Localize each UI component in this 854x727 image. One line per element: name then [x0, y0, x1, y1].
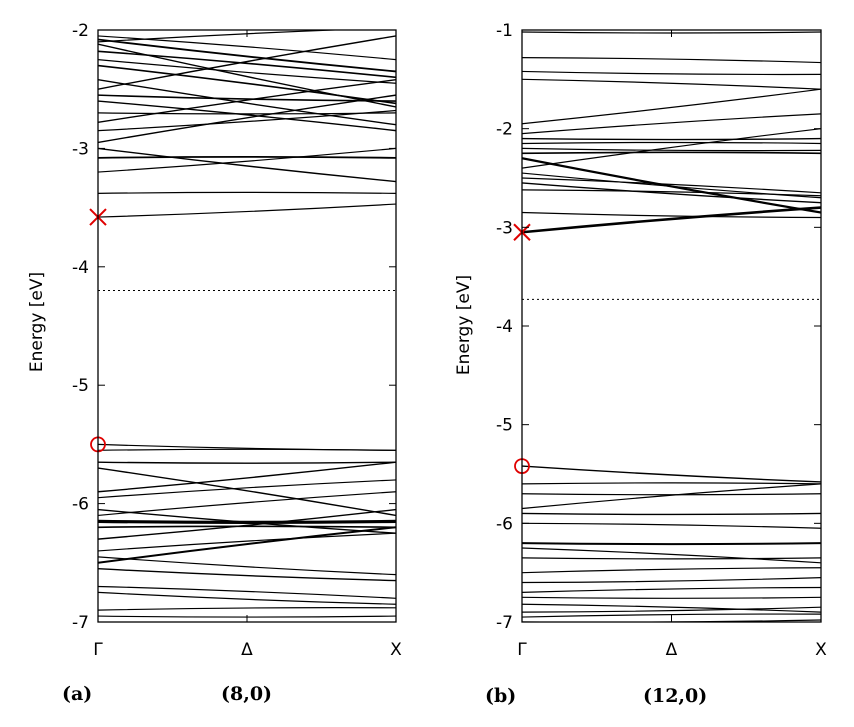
panel-a-ytick-label-5: -7: [72, 613, 89, 633]
panel-a-band-30: [98, 508, 396, 540]
panel-a-ytick-label-1: -3: [72, 139, 89, 159]
panel-b-band-31: [522, 603, 821, 613]
panel-a-band-3: [98, 155, 396, 159]
panel-b-band-30: [522, 596, 821, 599]
panel-b-label: (b): [485, 685, 516, 707]
panel-b-band-4: [522, 88, 821, 125]
panel-b-band-26: [522, 557, 821, 560]
panel-b-band-33: [522, 613, 821, 618]
panel-a: -2 -3 -4 -5 -6 -7Γ Δ X Energy [eV] (a) (8,0): [27, 21, 402, 705]
panel-a-label: (a): [62, 683, 92, 705]
panel-a-band-1: [98, 191, 396, 194]
panel-a-xtick-label-0: Γ: [93, 640, 103, 660]
panel-b-ytick-label-2: -3: [496, 218, 513, 238]
panel-a-band-24: [98, 461, 396, 493]
panel-b-band-6: [522, 137, 821, 141]
panel-a-ticks: -2 -3 -4 -5 -6 -7Γ Δ X: [72, 21, 402, 660]
panel-b-band-22: [522, 512, 821, 516]
panel-b-xtick-label-2: X: [815, 640, 827, 660]
panel-a-band-34: [98, 568, 396, 582]
panel-b-band-14: [522, 182, 821, 204]
panel-a-band-28: [98, 519, 396, 524]
panel-b-band-18: [522, 465, 821, 483]
panel-b-ytick-label-3: -4: [496, 317, 513, 337]
panel-a-band-4: [98, 147, 396, 183]
panel-b-caption: (12,0): [643, 685, 707, 707]
panel-a-band-9: [98, 100, 396, 132]
panel-b-band-27: [522, 567, 821, 574]
panel-a-band-0: [98, 203, 396, 218]
panel-a-caption: (8,0): [221, 683, 272, 705]
panel-b-ticks: -1 -2 -3 -4 -5 -6 -7Γ Δ X: [496, 21, 827, 660]
panel-a-band-13: [98, 64, 396, 105]
panel-a-bands: [98, 30, 396, 618]
panel-b-ylabel: Energy [eV]: [454, 275, 474, 375]
panel-b-band-16: [522, 211, 821, 219]
panel-a-band-21: [98, 448, 396, 451]
panel-a-ylabel: Energy [eV]: [27, 272, 47, 372]
panel-a-band-14: [98, 59, 396, 84]
panel-a-band-2: [98, 147, 396, 173]
panel-b-bands: [522, 31, 821, 622]
panel-a-band-36: [98, 591, 396, 605]
panel-b-band-8: [522, 147, 821, 152]
panel-a-band-22: [98, 461, 396, 464]
panel-b-band-15: [522, 189, 821, 197]
panel-b-band-28: [522, 577, 821, 584]
panel-b-band-5: [522, 113, 821, 135]
panel-a-band-15: [98, 50, 396, 79]
panel-b-band-20: [522, 493, 821, 496]
panel-a-xtick-label-1: Δ: [241, 640, 253, 660]
panel-a-band-32: [98, 556, 396, 576]
panel-b-band-7: [522, 141, 821, 145]
panel-b-ytick-label-6: -7: [496, 613, 513, 633]
panel-b-band-34: [522, 619, 821, 622]
panel-a-band-35: [98, 585, 396, 599]
panel-b-ytick-label-5: -6: [496, 514, 513, 534]
panel-b-band-29: [522, 586, 821, 593]
panel-a-band-7: [98, 79, 396, 124]
panel-a-band-10: [98, 94, 396, 102]
panel-b-band-2: [522, 70, 821, 76]
panel-b-band-9: [522, 151, 821, 155]
panel-b-band-25: [522, 547, 821, 564]
panel-a-ytick-label-3: -5: [72, 376, 89, 396]
panel-a-band-8: [98, 112, 396, 115]
panel-a-band-11: [98, 35, 396, 90]
panel-b-xtick-label-1: Δ: [666, 640, 678, 660]
panel-b-ytick-label-4: -5: [496, 416, 513, 436]
panel-b-band-17: [522, 206, 821, 234]
panel-b-band-23: [522, 522, 821, 529]
panel-b-band-19: [522, 482, 821, 485]
panel-a-band-29: [98, 525, 396, 529]
panel-b-band-1: [522, 57, 821, 64]
panel-b-xtick-label-0: Γ: [517, 640, 527, 660]
panel-a-band-18: [98, 38, 396, 73]
panel-a-band-23: [98, 467, 396, 517]
panel-a-xtick-label-2: X: [390, 640, 402, 660]
panel-a-ytick-label-0: -2: [72, 21, 89, 41]
panel-b-band-10: [522, 157, 821, 214]
panel-a-band-16: [98, 43, 396, 108]
panel-b-band-32: [522, 606, 821, 613]
panel-b-band-24: [522, 542, 821, 546]
panel-a-band-33: [98, 526, 396, 564]
panel-b-ytick-label-1: -2: [496, 120, 513, 140]
panel-a-band-12: [98, 79, 396, 126]
panel-a-band-25: [98, 479, 396, 499]
panel-b: -1 -2 -3 -4 -5 -6 -7Γ Δ X Energy [eV] (b) (12,0): [454, 21, 827, 707]
panel-a-band-37: [98, 607, 396, 611]
panel-b-band-21: [522, 483, 821, 510]
panel-b-band-13: [522, 177, 821, 194]
panel-a-band-19: [98, 35, 396, 61]
panel-a-ytick-label-2: -4: [72, 258, 89, 278]
panel-b-band-11: [522, 128, 821, 169]
panel-b-ytick-label-0: -1: [496, 21, 513, 41]
panel-a-ytick-label-4: -6: [72, 495, 89, 515]
panel-a-band-31: [98, 532, 396, 552]
panel-b-band-3: [522, 78, 821, 90]
panel-a-band-27: [98, 491, 396, 517]
